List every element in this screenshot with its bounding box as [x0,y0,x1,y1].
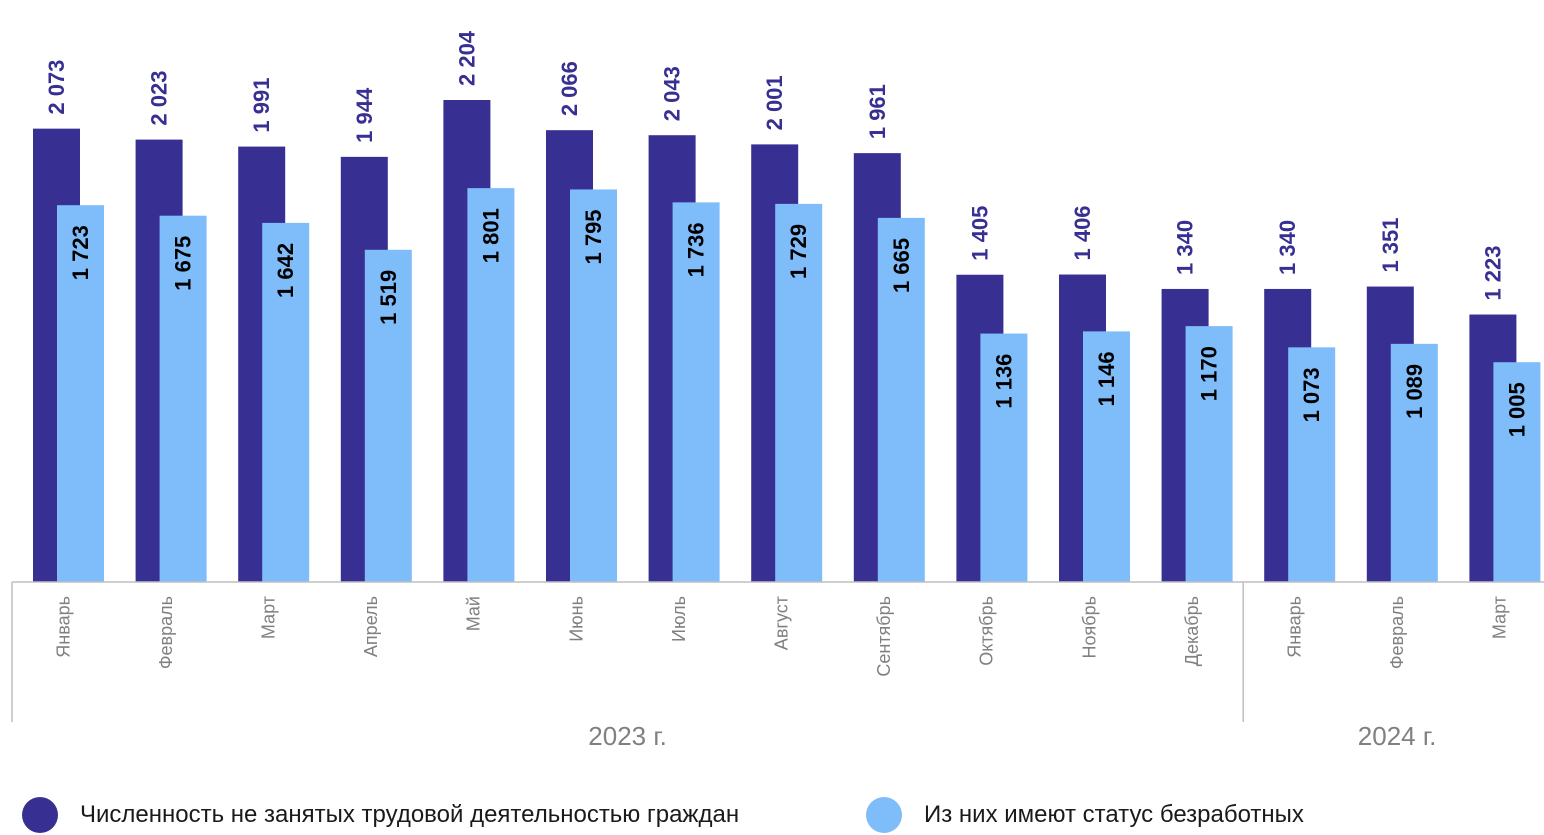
data-label-series-2: 1 073 [1299,367,1324,422]
data-label-series-1: 2 073 [44,60,69,115]
data-label-series-1: 1 340 [1173,220,1198,275]
data-label-series-2: 1 146 [1094,351,1119,406]
legend-item-series-2: Из них имеют статус безработных [866,795,1304,835]
data-label-series-1: 2 043 [660,66,685,121]
data-label-series-1: 1 223 [1480,245,1505,300]
legend-item-series-1: Численность не занятых трудовой деятельн… [22,795,739,835]
bar-series-2 [570,189,617,582]
data-label-series-2: 1 675 [171,236,196,291]
data-label-series-1: 1 351 [1378,217,1403,272]
bar-series-2 [467,188,515,582]
bar-series-2 [980,333,1028,582]
x-tick-label: Март [1490,596,1510,639]
bar-series-2 [775,203,823,582]
legend-swatch-series-1 [22,797,58,833]
legend-swatch-series-2 [866,797,902,833]
data-label-series-1: 1 944 [352,87,377,143]
x-tick-label: Июнь [566,596,586,642]
data-label-series-1: 1 991 [249,78,274,133]
bar-series-2 [1390,343,1438,582]
bar-series-2 [1493,362,1541,582]
bar-series-2 [159,215,207,582]
data-label-series-2: 1 642 [273,243,298,298]
legend-label-series-2: Из них имеют статус безработных [924,801,1304,828]
data-label-series-1: 2 023 [147,71,172,126]
x-tick-label: Август [772,596,792,650]
bar-series-2 [1185,326,1233,582]
x-tick-label: Апрель [361,596,381,657]
data-label-series-2: 1 136 [991,354,1016,409]
data-label-series-1: 2 066 [557,61,582,116]
x-tick-label: Февраль [1387,596,1407,669]
x-tick-label: Июль [669,596,689,642]
bar-series-2 [57,205,104,582]
data-label-series-2: 1 736 [684,222,709,277]
bar-series-2 [364,249,412,582]
data-label-series-1: 2 204 [454,30,479,86]
data-label-series-1: 1 340 [1275,220,1300,275]
x-tick-label: Ноябрь [1079,596,1099,658]
bar-chart: 2 073 1 723 Январь 2 023 1 675 Февраль 1 991 1 … [11,30,1544,751]
data-label-series-2: 1 723 [68,225,93,280]
data-label-series-2: 1 089 [1402,364,1427,419]
bar-series-2 [672,202,720,582]
data-label-series-1: 1 406 [1070,205,1095,260]
x-tick-label: Октябрь [977,596,997,666]
x-tick-label: Январь [1285,596,1305,658]
data-label-series-2: 1 801 [478,208,503,263]
data-label-series-2: 1 665 [889,238,914,293]
data-label-series-2: 1 729 [786,224,811,279]
data-label-series-2: 1 170 [1197,346,1222,401]
x-tick-label: Май [464,596,484,631]
bar-series-2 [1288,347,1336,582]
x-tick-label: Январь [53,596,73,658]
x-tick-label: Декабрь [1182,596,1202,666]
bar-series-2 [877,217,925,583]
data-label-series-1: 2 001 [762,75,787,130]
data-label-series-2: 1 519 [376,270,401,325]
legend-label-series-1: Численность не занятых трудовой деятельн… [80,801,740,828]
x-group-label: 2024 г. [1358,721,1437,751]
x-tick-label: Сентябрь [874,596,894,677]
x-tick-label: Март [259,596,279,639]
data-label-series-1: 1 405 [967,206,992,261]
data-label-series-1: 1 961 [865,84,890,139]
bar-series-2 [262,222,310,582]
data-label-series-2: 1 795 [581,209,606,264]
x-group-label: 2023 г. [588,721,667,751]
data-label-series-2: 1 005 [1504,382,1529,437]
bar-series-2 [1083,331,1130,582]
x-tick-label: Февраль [156,596,176,669]
